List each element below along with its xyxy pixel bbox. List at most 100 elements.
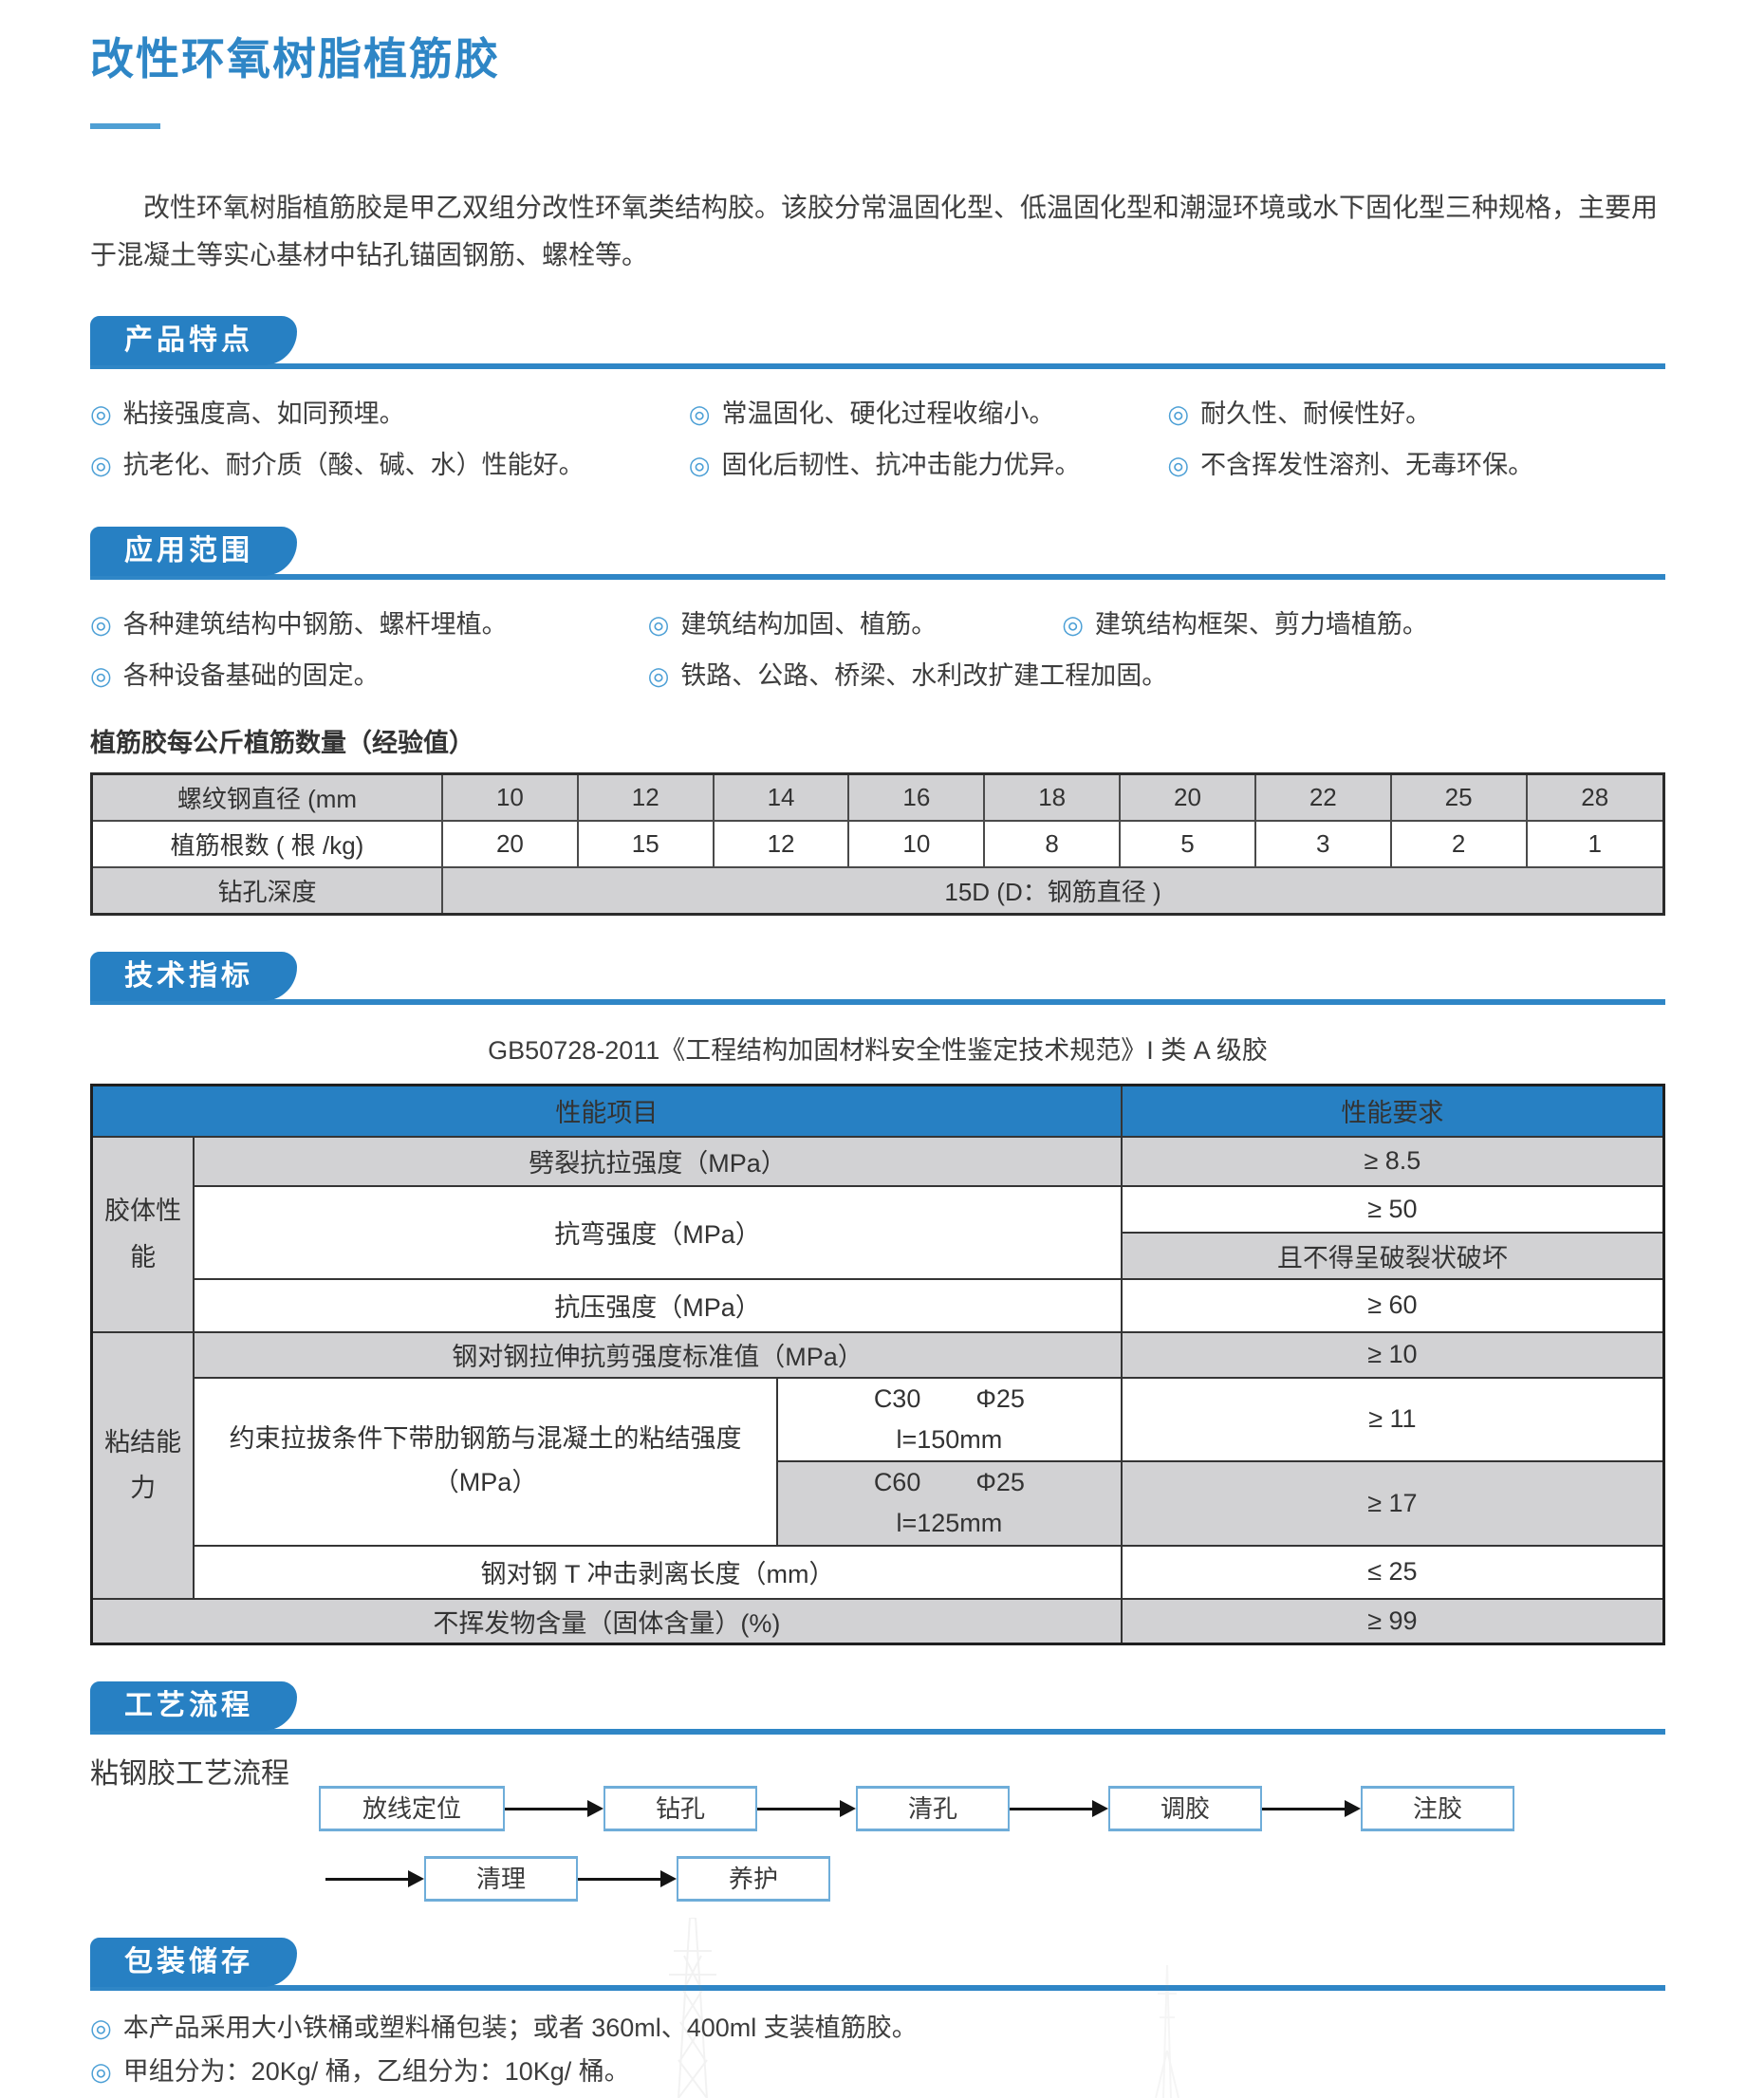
bullseye-bullet-icon: ◎ (90, 2014, 112, 2043)
tech-item: 钢对钢拉伸抗剪强度标准值（MPa） (193, 1330, 1123, 1379)
table-row-depth: 钻孔深度 15D (D：钢筋直径 ) (90, 865, 1665, 916)
tech-row-bond-c60: C60 Φ25 l=125mm ≥ 17 (92, 1460, 1665, 1547)
cell: 25 (1389, 772, 1528, 822)
tech-row-bond-c30: 约束拉拔条件下带肋钢筋与混凝土的粘结强度 （MPa） C30 Φ25 l=150m… (92, 1376, 1665, 1547)
feature-text: 抗老化、耐介质（酸、碱、水）性能好。 (122, 450, 585, 479)
cell: 3 (1253, 819, 1392, 868)
tech-req: ≥ 8.5 (1120, 1135, 1665, 1187)
features-list: ◎ 粘接强度高、如同预埋。 ◎ 常温固化、硬化过程收缩小。 ◎ 耐久性、耐候性好。 ◎… (90, 388, 1665, 491)
bullseye-bullet-icon: ◎ (688, 399, 711, 428)
applications-heading-badge: 应用范围 (90, 526, 297, 576)
flow-step: 清孔 (856, 1786, 1010, 1832)
tech-spec-table: 性能项目 性能要求 胶体性能 劈裂抗拉强度（MPa） ≥ 8.5 抗弯强度（MP… (90, 1083, 1665, 1646)
tech-req: ≥ 50 (1120, 1184, 1665, 1234)
section-header-features: 产品特点 (90, 315, 1665, 369)
feature-text: 常温固化、硬化过程收缩小。 (721, 399, 1055, 428)
flow-step: 调胶 (1108, 1786, 1262, 1832)
tech-heading-badge: 技术指标 (90, 951, 297, 1001)
feature-text: 不含挥发性溶剂、无毒环保。 (1200, 450, 1534, 479)
tech-condition-c30: C30 Φ25 l=150mm (775, 1376, 1123, 1463)
bullseye-bullet-icon: ◎ (90, 450, 112, 479)
bullseye-bullet-icon: ◎ (90, 609, 112, 639)
packaging-text: 常温条件：按重量比为：甲：乙＝ 2 ：1。 (123, 2093, 602, 2098)
flow-step: 养护 (677, 1856, 830, 1903)
tech-req: ≤ 25 (1120, 1544, 1665, 1600)
cell: 28 (1525, 772, 1665, 822)
tech-row-compressive: 抗压强度（MPa） ≥ 60 (92, 1277, 1665, 1333)
tech-req-note: 且不得呈破裂状破坏 (1120, 1231, 1665, 1280)
cell: 15 (576, 819, 715, 868)
cell: 18 (983, 772, 1122, 822)
cell: 20 (441, 819, 579, 868)
embed-length: l=125mm (896, 1509, 1003, 1538)
tech-header-row: 性能项目 性能要求 (90, 1084, 1665, 1138)
tech-row-flexural-note: 且不得呈破裂状破坏 (92, 1231, 1665, 1280)
list-item: ◎ 常温条件：按重量比为：甲：乙＝ 2 ：1。 (90, 2093, 1665, 2098)
table-row-count: 植筋根数 ( 根 /kg) 20 15 12 10 8 5 3 2 1 (90, 819, 1665, 868)
bullseye-bullet-icon: ◎ (1167, 399, 1190, 428)
tech-row-solids: 不挥发物含量（固体含量）(%) ≥ 99 (90, 1597, 1665, 1645)
flow-step: 注胶 (1361, 1786, 1514, 1832)
list-item: ◎ 不含挥发性溶剂、无毒环保。 (1167, 439, 1665, 491)
row-label: 钻孔深度 (90, 865, 443, 916)
section-rule (90, 998, 1665, 1005)
list-item: ◎ 本产品采用大小铁桶或塑料桶包装；或者 360ml、400ml 支装植筋胶。 (90, 2006, 1665, 2050)
packaging-list: ◎ 本产品采用大小铁桶或塑料桶包装；或者 360ml、400ml 支装植筋胶。 ◎… (90, 2006, 1665, 2098)
application-text: 各种建筑结构中钢筋、螺杆埋植。 (122, 609, 508, 639)
concrete-grade: C30 (873, 1383, 921, 1413)
cell: 1 (1525, 819, 1665, 868)
tech-col-header-req: 性能要求 (1120, 1084, 1665, 1138)
tech-item: 不挥发物含量（固体含量）(%) (90, 1597, 1123, 1645)
bullseye-bullet-icon: ◎ (90, 2057, 112, 2087)
rebar-quantity-table: 螺纹钢直径 (mm 10 12 14 16 18 20 22 25 28 植筋根… (90, 771, 1665, 916)
tech-row-split-tensile: 胶体性能 劈裂抗拉强度（MPa） ≥ 8.5 (90, 1135, 1665, 1333)
bullseye-bullet-icon: ◎ (647, 660, 670, 690)
tech-col-header-item: 性能项目 (90, 1084, 1123, 1138)
tech-standard-note: GB50728-2011《工程结构加固材料安全性鉴定技术规范》I 类 A 级胶 (488, 1035, 1268, 1065)
packaging-text: 本产品采用大小铁桶或塑料桶包装；或者 360ml、400ml 支装植筋胶。 (122, 2014, 918, 2043)
arrow-right-icon (578, 1870, 677, 1888)
list-item: ◎ 耐久性、耐候性好。 (1167, 388, 1665, 439)
tech-req: ≥ 99 (1120, 1597, 1665, 1645)
application-text: 建筑结构加固、植筋。 (680, 609, 938, 639)
flow-step: 钻孔 (603, 1786, 757, 1832)
arrow-right-icon (1262, 1800, 1361, 1818)
bullseye-bullet-icon: ◎ (90, 2093, 112, 2098)
application-text: 铁路、公路、桥梁、水利改扩建工程加固。 (680, 660, 1168, 690)
bullseye-bullet-icon: ◎ (1062, 609, 1084, 639)
title-dash (90, 123, 160, 129)
flow-step: 清理 (424, 1856, 578, 1903)
cell: 12 (576, 772, 715, 822)
tech-item: 抗弯强度（MPa） (193, 1184, 1123, 1280)
arrow-right-icon (325, 1870, 424, 1888)
flow-step: 放线定位 (319, 1786, 505, 1832)
list-item: ◎ 常温固化、硬化过程收缩小。 (689, 388, 1168, 439)
bullseye-bullet-icon: ◎ (90, 660, 112, 690)
list-item: ◎ 建筑结构加固、植筋。 (648, 599, 1063, 650)
tech-item-bond: 约束拉拔条件下带肋钢筋与混凝土的粘结强度 （MPa） (193, 1376, 778, 1547)
section-header-tech: 技术指标 (90, 951, 1665, 1005)
process-heading-badge: 工艺流程 (90, 1681, 297, 1732)
feature-text: 耐久性、耐候性好。 (1200, 399, 1432, 428)
list-item: ◎ 固化后韧性、抗冲击能力优异。 (689, 439, 1168, 491)
cell: 12 (712, 819, 850, 868)
packaging-heading-badge: 包装储存 (90, 1938, 297, 1988)
cell: 5 (1119, 819, 1256, 868)
cell: 15D (D：钢筋直径 ) (441, 865, 1665, 916)
section-header-applications: 应用范围 (90, 526, 1665, 580)
rebar-table-caption: 植筋胶每公斤植筋数量（经验值） (90, 728, 474, 757)
cell: 10 (847, 819, 986, 868)
tech-req: ≥ 17 (1120, 1460, 1665, 1547)
application-text: 各种设备基础的固定。 (122, 660, 380, 690)
arrow-right-icon (1010, 1800, 1108, 1818)
tech-req: ≥ 11 (1120, 1376, 1665, 1463)
flow-row-1: 放线定位 钻孔 清孔 调胶 注胶 (319, 1786, 1665, 1832)
tech-group-bond-capacity: 粘结能力 (90, 1330, 195, 1600)
list-item: ◎ 建筑结构框架、剪力墙植筋。 (1062, 599, 1665, 650)
section-rule (90, 1729, 1665, 1736)
packaging-text: 甲组分为：20Kg/ 桶，乙组分为：10Kg/ 桶。 (122, 2057, 630, 2087)
cell: 10 (441, 772, 579, 822)
section-rule (90, 573, 1665, 580)
applications-list: ◎ 各种建筑结构中钢筋、螺杆埋植。 ◎ 建筑结构加固、植筋。 ◎ 建筑结构框架、剪力墙… (90, 599, 1665, 701)
tech-item: 钢对钢 T 冲击剥离长度（mm） (193, 1544, 1123, 1600)
